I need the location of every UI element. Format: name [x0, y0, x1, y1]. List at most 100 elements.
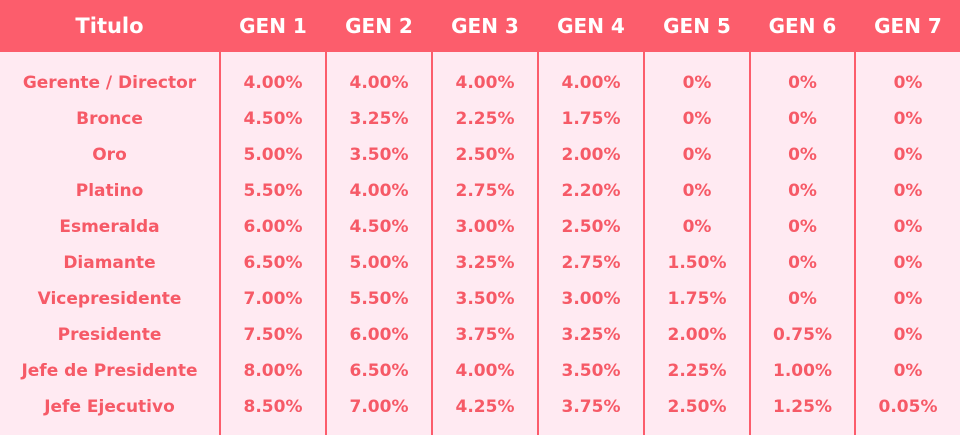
rate-cell: 2.00%: [667, 325, 727, 345]
table-row: Jefe Ejecutivo 8.50% 7.00% 4.25% 3.75% 2…: [0, 389, 960, 425]
rate-cell: 3.25%: [561, 325, 621, 345]
rate-cell: 1.75%: [561, 109, 621, 129]
rate-cell: 0%: [682, 145, 712, 165]
rate-cell: 6.50%: [243, 253, 303, 273]
rate-cell: 7.00%: [349, 397, 409, 417]
table-header: Titulo GEN 1 GEN 2 GEN 3 GEN 4 GEN 5 GEN…: [0, 0, 960, 52]
row-title: Diamante: [63, 253, 156, 273]
row-title: Jefe de Presidente: [21, 361, 198, 381]
rate-cell: 2.75%: [455, 181, 515, 201]
rate-cell: 5.00%: [243, 145, 303, 165]
table-row: Gerente / Director 4.00% 4.00% 4.00% 4.0…: [0, 65, 960, 101]
column-divider: [431, 52, 433, 435]
header-cell-titulo: Titulo: [75, 14, 144, 38]
rate-cell: 4.00%: [243, 73, 303, 93]
table-row: Oro 5.00% 3.50% 2.50% 2.00% 0% 0% 0%: [0, 137, 960, 173]
header-cell-gen-3: GEN 3: [451, 14, 519, 38]
rate-cell: 0%: [682, 73, 712, 93]
rate-cell: 0%: [788, 181, 817, 201]
rate-cell: 0%: [682, 217, 712, 237]
row-title: Esmeralda: [59, 217, 160, 237]
column-divider: [643, 52, 645, 435]
rate-cell: 3.75%: [455, 325, 515, 345]
column-divider: [325, 52, 327, 435]
rate-cell: 3.50%: [455, 289, 515, 309]
rate-cell: 4.00%: [561, 73, 621, 93]
table-row: Vicepresidente 7.00% 5.50% 3.50% 3.00% 1…: [0, 281, 960, 317]
rate-cell: 0%: [893, 361, 923, 381]
rate-cell: 4.25%: [455, 397, 515, 417]
rate-cell: 1.75%: [667, 289, 727, 309]
rate-cell: 0%: [893, 73, 923, 93]
rate-cell: 0%: [893, 289, 923, 309]
rate-cell: 4.50%: [349, 217, 409, 237]
table-row: Esmeralda 6.00% 4.50% 3.00% 2.50% 0% 0% …: [0, 209, 960, 245]
row-title: Bronce: [76, 109, 143, 129]
row-title: Presidente: [57, 325, 162, 345]
rate-cell: 1.00%: [773, 361, 832, 381]
column-divider: [537, 52, 539, 435]
rate-cell: 0%: [788, 73, 817, 93]
rate-cell: 0%: [893, 217, 923, 237]
rate-cell: 0%: [788, 145, 817, 165]
rate-cell: 5.50%: [349, 289, 409, 309]
rate-cell: 4.00%: [349, 73, 409, 93]
rate-cell: 0%: [788, 253, 817, 273]
table-row: Jefe de Presidente 8.00% 6.50% 4.00% 3.5…: [0, 353, 960, 389]
rate-cell: 7.50%: [243, 325, 303, 345]
rate-cell: 0%: [682, 181, 712, 201]
header-cell-gen-7: GEN 7: [874, 14, 942, 38]
rate-cell: 2.20%: [561, 181, 621, 201]
column-divider: [749, 52, 751, 435]
rate-cell: 4.00%: [349, 181, 409, 201]
rate-cell: 5.50%: [243, 181, 303, 201]
rate-cell: 0.05%: [878, 397, 938, 417]
header-cell-gen-5: GEN 5: [663, 14, 731, 38]
table-row: Presidente 7.50% 6.00% 3.75% 3.25% 2.00%…: [0, 317, 960, 353]
column-divider: [854, 52, 856, 435]
rate-cell: 0%: [893, 109, 923, 129]
row-title: Oro: [92, 145, 127, 165]
column-divider: [219, 52, 221, 435]
rate-cell: 6.00%: [349, 325, 409, 345]
rate-cell: 0%: [893, 145, 923, 165]
rate-cell: 3.50%: [349, 145, 409, 165]
rate-cell: 0%: [788, 217, 817, 237]
rate-cell: 2.00%: [561, 145, 621, 165]
rate-cell: 7.00%: [243, 289, 303, 309]
table-row: Diamante 6.50% 5.00% 3.25% 2.75% 1.50% 0…: [0, 245, 960, 281]
rate-cell: 3.50%: [561, 361, 621, 381]
rate-cell: 3.25%: [349, 109, 409, 129]
rate-cell: 4.50%: [243, 109, 303, 129]
rate-cell: 2.75%: [561, 253, 621, 273]
row-title: Gerente / Director: [22, 73, 197, 93]
rate-cell: 0%: [788, 289, 817, 309]
rate-cell: 3.00%: [455, 217, 515, 237]
rate-cell: 0%: [893, 181, 923, 201]
rate-cell: 0%: [788, 109, 817, 129]
header-cell-gen-4: GEN 4: [557, 14, 625, 38]
rate-cell: 2.25%: [455, 109, 515, 129]
rate-cell: 4.00%: [455, 73, 515, 93]
header-cell-gen-1: GEN 1: [239, 14, 307, 38]
row-title: Platino: [75, 181, 144, 201]
rate-cell: 1.25%: [773, 397, 832, 417]
rate-cell: 3.25%: [455, 253, 515, 273]
rate-cell: 3.00%: [561, 289, 621, 309]
rate-cell: 5.00%: [349, 253, 409, 273]
rate-cell: 2.50%: [561, 217, 621, 237]
table-row: Platino 5.50% 4.00% 2.75% 2.20% 0% 0% 0%: [0, 173, 960, 209]
rate-cell: 1.50%: [667, 253, 727, 273]
rate-cell: 2.50%: [455, 145, 515, 165]
rate-cell: 2.25%: [667, 361, 727, 381]
rate-cell: 3.75%: [561, 397, 621, 417]
rate-cell: 4.00%: [455, 361, 515, 381]
rate-cell: 6.00%: [243, 217, 303, 237]
row-title: Jefe Ejecutivo: [44, 397, 175, 417]
rate-cell: 8.50%: [243, 397, 303, 417]
rate-cell: 0.75%: [773, 325, 832, 345]
rate-cell: 6.50%: [349, 361, 409, 381]
table-row: Bronce 4.50% 3.25% 2.25% 1.75% 0% 0% 0%: [0, 101, 960, 137]
rate-cell: 0%: [893, 253, 923, 273]
